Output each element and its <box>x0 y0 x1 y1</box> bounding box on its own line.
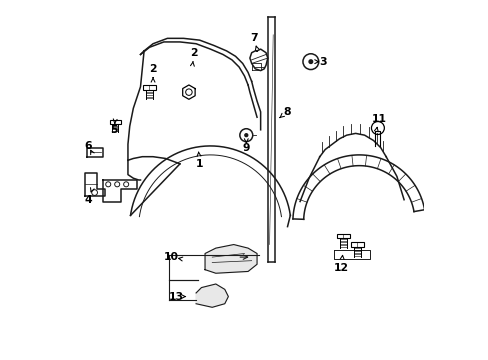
Polygon shape <box>196 284 228 307</box>
Polygon shape <box>204 244 257 273</box>
Text: 6: 6 <box>84 141 92 151</box>
Text: 4: 4 <box>84 195 92 205</box>
Bar <box>142 85 156 90</box>
Text: 13: 13 <box>168 292 183 302</box>
Text: 9: 9 <box>242 143 249 153</box>
Text: 1: 1 <box>196 159 203 169</box>
Text: 8: 8 <box>283 107 290 117</box>
Bar <box>350 243 363 247</box>
Text: 11: 11 <box>371 114 386 124</box>
Text: 12: 12 <box>333 263 348 273</box>
Text: 2: 2 <box>190 48 198 58</box>
Bar <box>336 234 349 238</box>
Text: 10: 10 <box>163 252 178 262</box>
Text: 2: 2 <box>149 64 157 74</box>
Circle shape <box>308 60 312 63</box>
Text: 7: 7 <box>249 33 257 43</box>
Bar <box>110 120 121 124</box>
Text: 5: 5 <box>110 125 117 135</box>
Text: 3: 3 <box>319 57 326 67</box>
Circle shape <box>244 134 247 136</box>
